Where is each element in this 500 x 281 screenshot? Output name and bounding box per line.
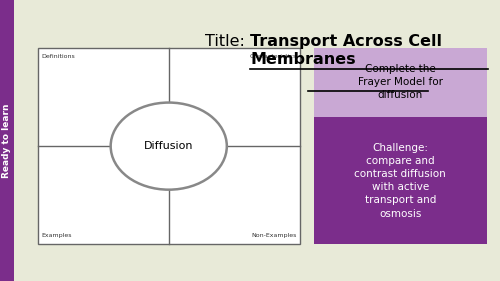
Text: Title:: Title:: [205, 34, 250, 49]
Text: Challenge:
compare and
contrast diffusion
with active
transport and
osmosis: Challenge: compare and contrast diffusio…: [354, 142, 446, 219]
Text: Examples: Examples: [41, 233, 72, 238]
Text: Characteristics: Characteristics: [249, 54, 296, 59]
Text: Complete the
Frayer Model for
diffusion: Complete the Frayer Model for diffusion: [358, 64, 443, 100]
Text: Ready to learn: Ready to learn: [2, 103, 12, 178]
FancyBboxPatch shape: [0, 0, 14, 281]
Text: Non-Examples: Non-Examples: [251, 233, 296, 238]
Text: Diffusion: Diffusion: [144, 141, 194, 151]
FancyBboxPatch shape: [314, 117, 486, 244]
Text: Definitions: Definitions: [41, 54, 75, 59]
FancyBboxPatch shape: [314, 48, 486, 117]
Text: Transport Across Cell
Membranes: Transport Across Cell Membranes: [250, 34, 442, 67]
FancyBboxPatch shape: [38, 48, 300, 244]
Ellipse shape: [110, 103, 227, 190]
